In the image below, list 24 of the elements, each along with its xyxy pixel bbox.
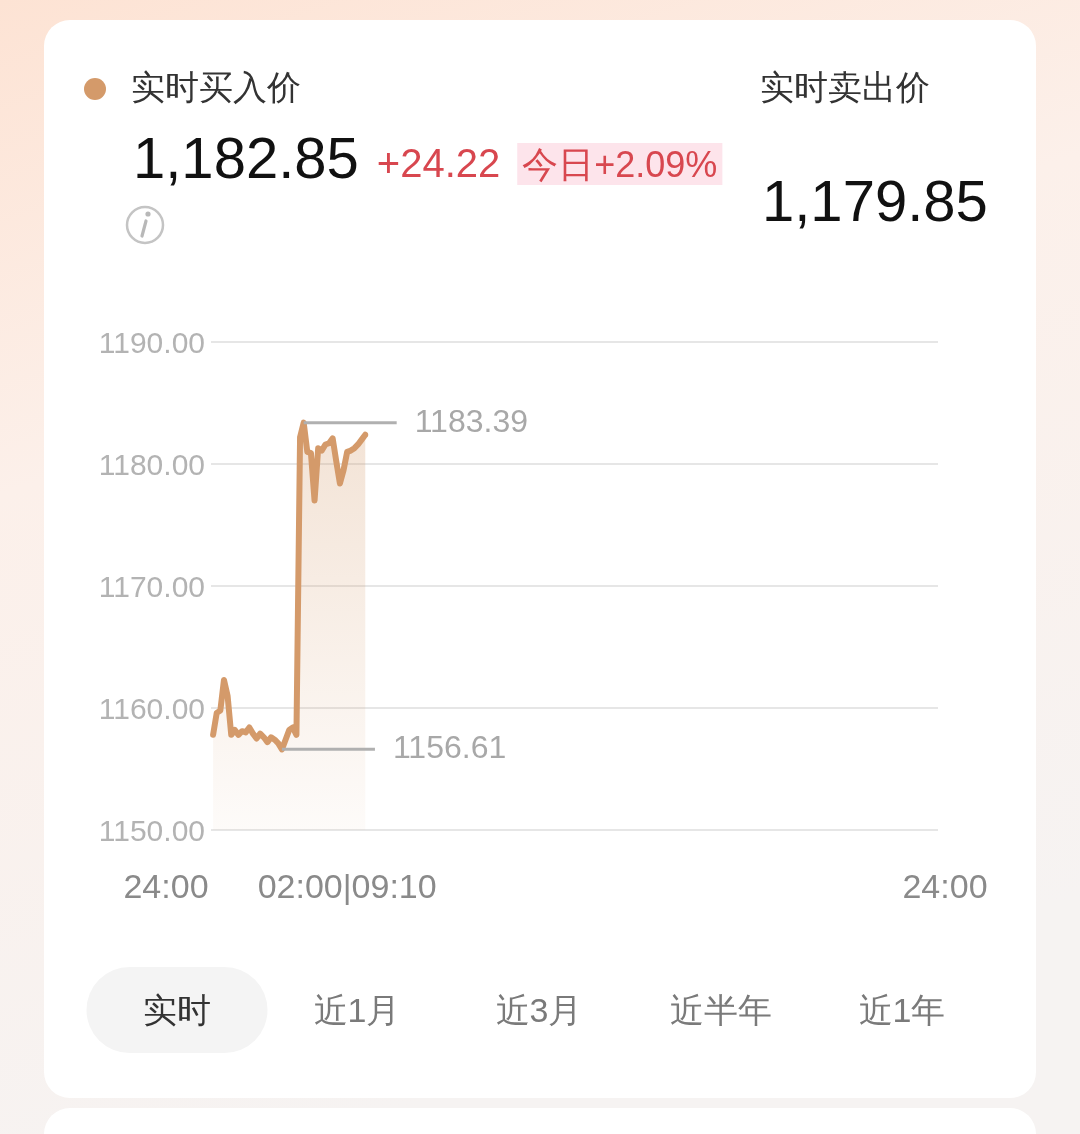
legend-label: 实时买入价 — [131, 68, 301, 106]
text: 近3月 — [495, 991, 583, 1029]
y-tick-label: 1180.00 — [98, 447, 205, 481]
y-tick-label: 1190.00 — [98, 325, 205, 359]
x-tick-label: 24:00 — [902, 867, 988, 905]
annotation: 1183.39 — [414, 402, 528, 439]
annotation: 1183.39 — [303, 402, 528, 439]
text: 1,179.85 — [762, 167, 988, 233]
x-tick-label: 24:00 — [123, 867, 209, 905]
x-tick-label: 02:00|09:10 — [257, 867, 437, 905]
text: 近1年 — [858, 991, 946, 1029]
text: 实时卖出价 — [760, 68, 930, 106]
y-tick-label: 1160.00 — [98, 691, 205, 725]
annotation: 1156.61 — [281, 729, 507, 766]
annotation: 1156.61 — [392, 729, 507, 766]
text: 1,182.85 — [133, 124, 359, 190]
text: 实时 — [143, 991, 211, 1029]
y-tick-label: 1170.00 — [98, 569, 205, 603]
text: 近半年 — [670, 991, 772, 1029]
text: 今日+2.09% — [522, 143, 718, 185]
text: +24.22 — [376, 141, 501, 185]
text: 近1月 — [313, 991, 401, 1029]
legend: 实时买入价 — [84, 68, 301, 106]
y-tick-label: 1150.00 — [98, 813, 205, 847]
